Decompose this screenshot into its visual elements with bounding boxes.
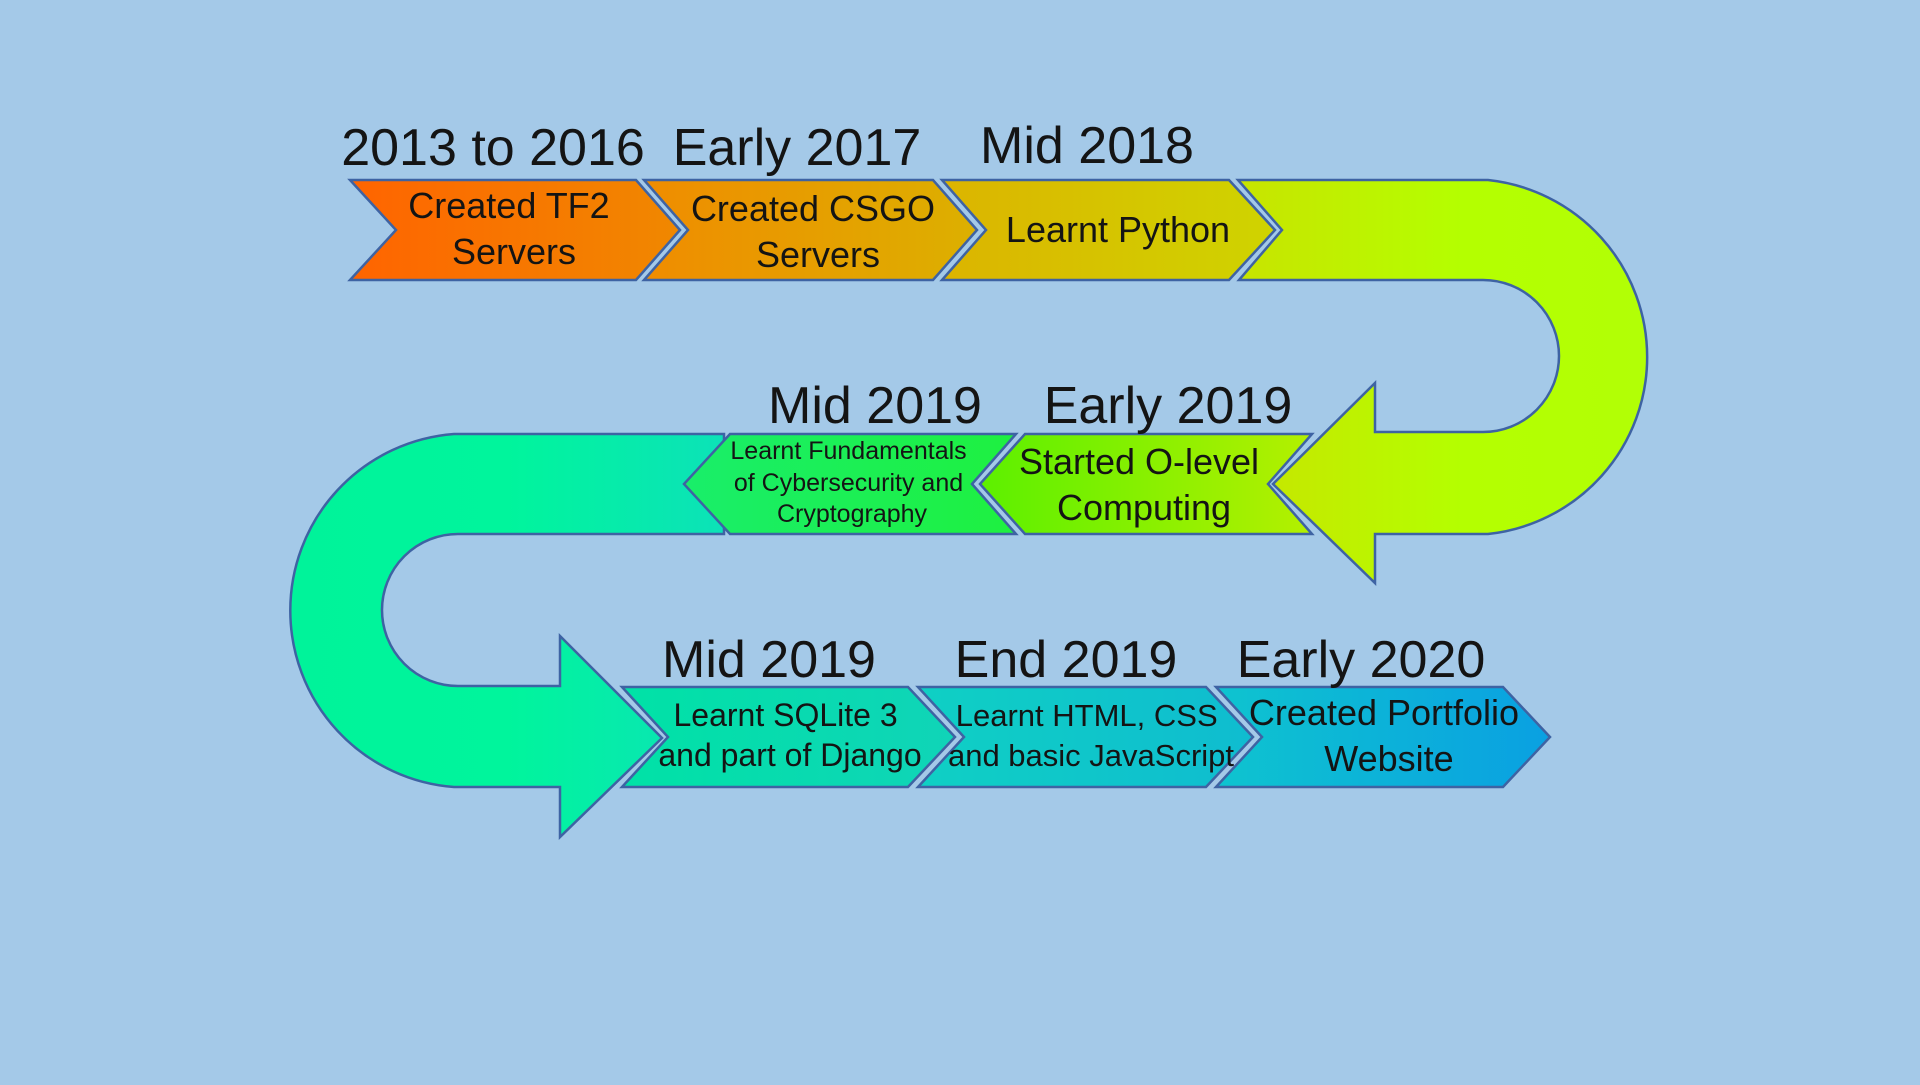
chevron-5 xyxy=(619,685,957,789)
milestone-label-0: Created TF2 Servers xyxy=(408,185,619,272)
milestone-label-line: of Cybersecurity and xyxy=(734,469,963,497)
milestone-label-line: Learnt SQLite 3 xyxy=(673,697,897,733)
chevron-4 xyxy=(682,432,1019,536)
milestone-date-4: Mid 2019 xyxy=(768,377,982,435)
milestone-date-1: Early 2017 xyxy=(673,119,922,177)
milestone-label-line: Learnt Fundamentals xyxy=(730,437,966,465)
milestone-label-line: Cryptography xyxy=(777,500,928,528)
chevron-3 xyxy=(978,432,1315,536)
milestone-label-7: Created Portfolio Website xyxy=(1249,692,1529,779)
milestone-label-1: Created CSGO Servers xyxy=(691,188,945,275)
milestone-label-line: Computing xyxy=(1057,487,1231,528)
milestone-date-5: Mid 2019 xyxy=(662,631,876,689)
chevron-0 xyxy=(347,178,682,282)
milestone-date-3: Early 2019 xyxy=(1044,377,1293,435)
milestone-date-6: End 2019 xyxy=(955,631,1178,689)
milestone-date-2: Mid 2018 xyxy=(980,117,1194,175)
milestone-label-line: Servers xyxy=(756,234,880,275)
milestone-label-line: Servers xyxy=(452,231,576,272)
milestone-label-line: and basic JavaScript xyxy=(948,738,1234,773)
milestone-label-line: Learnt Python xyxy=(1006,209,1230,250)
milestone-label-line: Created CSGO xyxy=(691,188,935,229)
milestone-label-4: Learnt Fundamentals of Cybersecurity and… xyxy=(730,437,973,528)
milestone-label-2: Learnt Python xyxy=(1006,209,1230,250)
milestone-label-5: Learnt SQLite 3 and part of Django xyxy=(658,697,921,773)
milestone-label-6: Learnt HTML, CSS and basic JavaScript xyxy=(948,698,1234,773)
milestone-date-0: 2013 to 2016 xyxy=(341,119,645,177)
milestone-label-line: and part of Django xyxy=(658,737,921,773)
milestone-label-line: Created Portfolio xyxy=(1249,692,1519,733)
milestone-label-line: Started O-level xyxy=(1019,441,1259,482)
chevron-1 xyxy=(641,178,979,282)
chevron-7 xyxy=(1213,685,1552,789)
u-turn-arrow-left xyxy=(289,432,726,840)
u-turn-arrow-right xyxy=(1235,178,1649,586)
milestone-label-line: Website xyxy=(1324,738,1453,779)
milestone-label-3: Started O-level Computing xyxy=(1019,441,1269,528)
chevron-2 xyxy=(939,178,1277,282)
chevron-6 xyxy=(915,685,1255,789)
milestone-date-7: Early 2020 xyxy=(1237,631,1486,689)
milestone-label-line: Created TF2 xyxy=(408,185,609,226)
milestone-label-line: Learnt HTML, CSS xyxy=(956,698,1218,733)
